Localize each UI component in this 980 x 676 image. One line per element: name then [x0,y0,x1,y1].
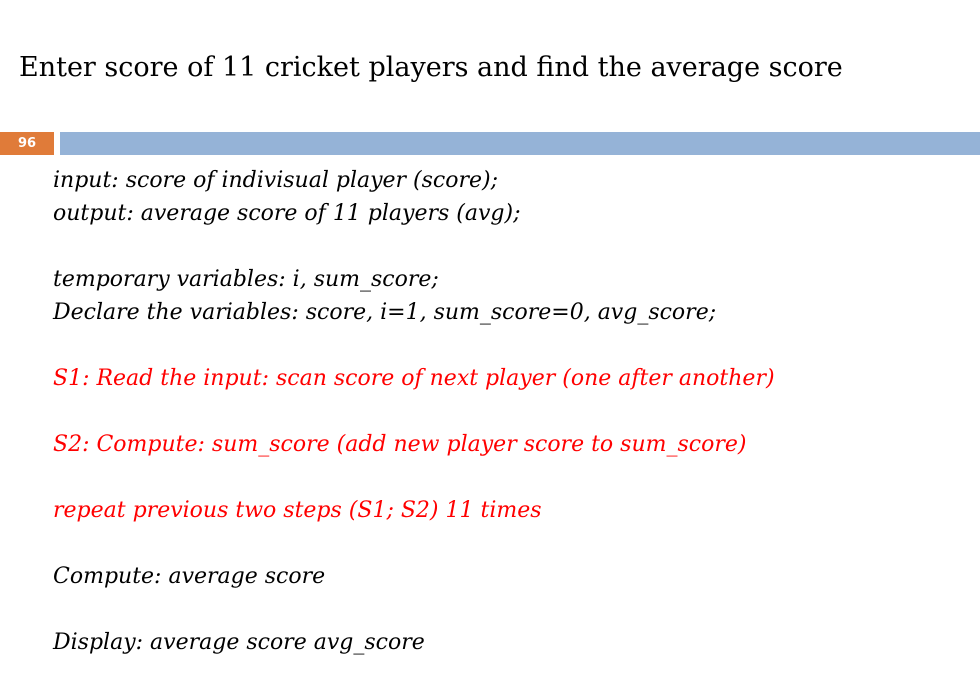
spacer [53,527,973,560]
compute-average-line: Compute: average score [53,564,326,589]
slide-title: Enter score of 11 cricket players and fi… [19,52,843,83]
temporary-variables-line: temporary variables: i, sum_score; [53,267,439,292]
spacer [53,395,973,428]
page-number-badge: 96 [0,132,54,155]
output-line: output: average score of 11 players (avg… [53,201,521,226]
repeat-steps-line: repeat previous two steps (S1; S2) 11 ti… [53,498,542,523]
spacer [53,329,973,362]
spacer [53,461,973,494]
spacer [53,593,973,626]
slide-content: input: score of indivisual player (score… [53,164,973,659]
input-line: input: score of indivisual player (score… [53,168,499,193]
declare-variables-line: Declare the variables: score, i=1, sum_s… [53,300,717,325]
spacer [53,230,973,263]
display-average-line: Display: average score avg_score [53,630,425,655]
step-s2-line: S2: Compute: sum_score (add new player s… [53,432,747,457]
step-s1-line: S1: Read the input: scan score of next p… [53,366,775,391]
header-bar [60,132,980,155]
